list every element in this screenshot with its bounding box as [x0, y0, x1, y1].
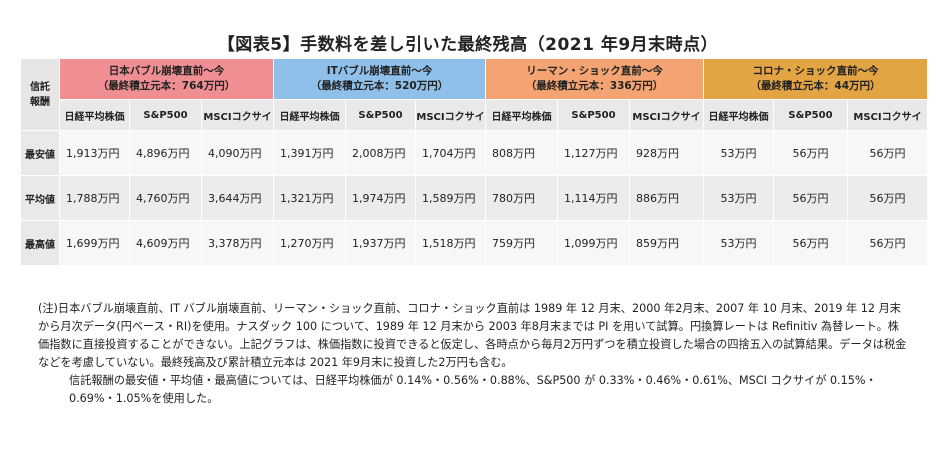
table-cell: 4,896万円	[129, 130, 202, 176]
table-cell: 56万円	[773, 130, 848, 176]
footnote-paragraph: (注)日本バブル崩壊直前、IT バブル崩壊直前、リーマン・ショック直前、コロナ・…	[38, 302, 907, 369]
table-cell: 2,008万円	[345, 130, 416, 176]
table-cell: 56万円	[846, 130, 929, 176]
subheader-nikkei: 日経平均株価	[59, 99, 130, 131]
subheader-sp500: S&P500	[557, 99, 630, 131]
group-title: ITバブル崩壊直前～今	[326, 65, 433, 77]
table-cell: 886万円	[629, 175, 704, 221]
table-cell: 1,518万円	[415, 220, 486, 266]
subheader-msci: MSCIコクサイ	[846, 99, 929, 131]
group-principal: （最終積立元本：44万円）	[750, 80, 881, 92]
group-header-corona: コロナ・ショック直前～今 （最終積立元本：44万円）	[702, 58, 929, 100]
table-row: 最安値 1,913万円 4,896万円 4,090万円 1,391万円 2,00…	[20, 130, 929, 176]
table-cell: 4,760万円	[129, 175, 202, 221]
table-cell: 3,644万円	[201, 175, 274, 221]
table-cell: 780万円	[485, 175, 558, 221]
table-row: 最高値 1,699万円 4,609万円 3,378万円 1,270万円 1,93…	[20, 220, 929, 266]
table-cell: 53万円	[703, 130, 774, 176]
subheader-nikkei: 日経平均株価	[485, 99, 558, 131]
group-header-japan-bubble: 日本バブル崩壊直前～今 （最終積立元本：764万円）	[59, 58, 274, 100]
table-cell: 1,127万円	[557, 130, 630, 176]
table-cell: 53万円	[703, 175, 774, 221]
table-cell: 56万円	[846, 175, 929, 221]
table-cell: 1,589万円	[415, 175, 486, 221]
subheader-sp500: S&P500	[129, 99, 202, 131]
row-label-min: 最安値	[20, 130, 60, 176]
table-cell: 1,391万円	[273, 130, 346, 176]
table-cell: 56万円	[773, 220, 848, 266]
table-cell: 1,974万円	[345, 175, 416, 221]
subheader-sp500: S&P500	[773, 99, 848, 131]
fee-balance-table: 信託 報酬 日本バブル崩壊直前～今 （最終積立元本：764万円） ITバブル崩壊…	[20, 58, 929, 266]
group-title: リーマン・ショック直前～今	[526, 65, 663, 77]
corner-label: 信託 報酬	[30, 81, 50, 108]
group-principal: （最終積立元本：336万円）	[525, 80, 664, 92]
corner-header: 信託 報酬	[20, 58, 60, 131]
table-cell: 808万円	[485, 130, 558, 176]
group-header-it-bubble: ITバブル崩壊直前～今 （最終積立元本：520万円）	[273, 58, 486, 100]
table-cell: 1,937万円	[345, 220, 416, 266]
footnote: (注)日本バブル崩壊直前、IT バブル崩壊直前、リーマン・ショック直前、コロナ・…	[38, 300, 910, 408]
table-cell: 56万円	[846, 220, 929, 266]
row-label-max: 最高値	[20, 220, 60, 266]
table-cell: 53万円	[703, 220, 774, 266]
table-cell: 1,114万円	[557, 175, 630, 221]
group-header-lehman: リーマン・ショック直前～今 （最終積立元本：336万円）	[485, 58, 704, 100]
group-title: コロナ・ショック直前～今	[752, 65, 879, 77]
table-cell: 1,321万円	[273, 175, 346, 221]
table-cell: 859万円	[629, 220, 704, 266]
group-principal: （最終積立元本：520万円）	[310, 80, 449, 92]
table-cell: 1,270万円	[273, 220, 346, 266]
table-cell: 759万円	[485, 220, 558, 266]
group-principal: （最終積立元本：764万円）	[97, 80, 236, 92]
table-cell: 1,788万円	[59, 175, 130, 221]
group-title: 日本バブル崩壊直前～今	[108, 65, 225, 77]
table-cell: 1,099万円	[557, 220, 630, 266]
table-cell: 1,699万円	[59, 220, 130, 266]
subheader-msci: MSCIコクサイ	[629, 99, 704, 131]
subheader-nikkei: 日経平均株価	[703, 99, 774, 131]
subheader-sp500: S&P500	[345, 99, 416, 131]
subheader-msci: MSCIコクサイ	[415, 99, 486, 131]
table-cell: 56万円	[773, 175, 848, 221]
subheader-msci: MSCIコクサイ	[201, 99, 274, 131]
row-label-avg: 平均値	[20, 175, 60, 221]
page-title: 【図表5】手数料を差し引いた最終残高（2021 年9月末時点）	[217, 35, 719, 55]
table-cell: 928万円	[629, 130, 704, 176]
table-cell: 3,378万円	[201, 220, 274, 266]
table-cell: 4,090万円	[201, 130, 274, 176]
table-cell: 1,704万円	[415, 130, 486, 176]
table-row: 平均値 1,788万円 4,760万円 3,644万円 1,321万円 1,97…	[20, 175, 929, 221]
table-cell: 4,609万円	[129, 220, 202, 266]
table-cell: 1,913万円	[59, 130, 130, 176]
subheader-nikkei: 日経平均株価	[273, 99, 346, 131]
footnote-paragraph: 信託報酬の最安値・平均値・最高値については、日経平均株価が 0.14%・0.56…	[69, 374, 877, 405]
